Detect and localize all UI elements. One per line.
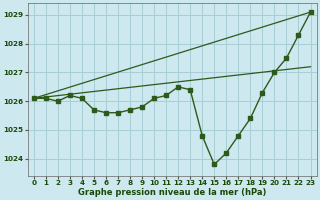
X-axis label: Graphe pression niveau de la mer (hPa): Graphe pression niveau de la mer (hPa) (78, 188, 266, 197)
